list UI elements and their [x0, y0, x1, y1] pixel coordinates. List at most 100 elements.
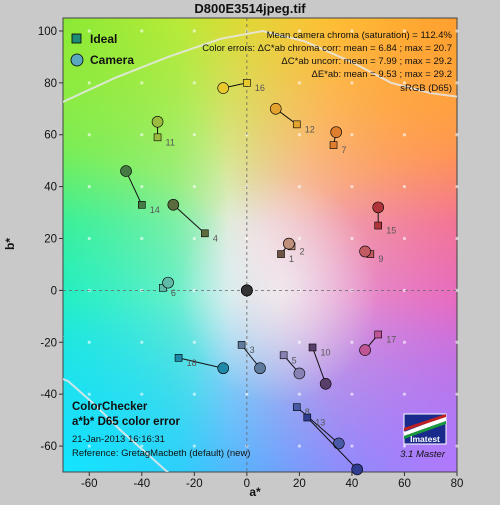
grid-dot: [140, 29, 144, 33]
ideal-marker-11: [153, 133, 162, 142]
plot-frame: [62, 17, 458, 473]
patch-label-17: 17: [386, 335, 396, 345]
grid-dot: [192, 340, 196, 344]
camera-marker-14: [120, 165, 132, 177]
grid-dot: [402, 185, 407, 189]
ideal-marker-7: [329, 141, 338, 149]
error-line-8: [296, 406, 340, 444]
stats-box: Mean camera chroma (saturation) = 112.4%…: [202, 30, 452, 94]
grid-dot: [350, 236, 354, 241]
ideal-marker-13: [303, 413, 312, 422]
grid-dot: [402, 236, 407, 241]
patch-label-2: 2: [300, 246, 305, 256]
info-box: ColorChecker a*b* D65 color error 21-Jan…: [72, 401, 250, 459]
grid-dot: [350, 392, 354, 396]
grid-dot: [402, 29, 407, 33]
grid-dot: [192, 29, 196, 33]
ideal-marker-10: [308, 343, 317, 352]
camera-marker-12: [269, 103, 282, 115]
grid-dot: [87, 81, 91, 85]
grid-dot: [245, 236, 249, 241]
grid-dot: [455, 81, 459, 85]
ideal-marker-1: [277, 250, 285, 258]
x-tick-label: 80: [451, 478, 464, 490]
y-tick-label: -40: [40, 389, 57, 401]
patch-label-5: 5: [292, 355, 297, 365]
gamut-boundary: [63, 29, 457, 472]
grid-dot: [87, 392, 91, 396]
error-line-10: [312, 347, 327, 384]
chart-title: D800E3514jpeg.tif: [194, 1, 306, 16]
camera-marker-2: [283, 237, 295, 250]
grid-dot: [350, 29, 354, 33]
grid-dot: [192, 133, 196, 137]
plot-background: [62, 17, 458, 473]
y-tick-label: 80: [44, 78, 57, 90]
axis-ticks: -60 -40 -20 0 20 40 60 80 -60 -40 -20 0 20 40 60 80 100: [38, 26, 464, 490]
patch-label-10: 10: [321, 347, 331, 357]
grid-dot: [140, 444, 144, 448]
stats-line-1: Mean camera chroma (saturation) = 112.4%: [267, 30, 453, 41]
legend-camera-label: Camera: [90, 53, 134, 67]
error-line-18: [178, 357, 224, 369]
info-subtitle: a*b* D65 color error: [72, 416, 181, 428]
patch-label-7: 7: [342, 145, 347, 155]
camera-marker-11: [151, 115, 164, 128]
y-tick-label: 20: [44, 234, 57, 246]
ideal-marker-12: [292, 120, 301, 129]
camera-marker-6: [162, 276, 174, 289]
grid-dot: [140, 133, 144, 137]
stats-line-2: Color errors: ΔC*ab chroma corr: mean = …: [202, 43, 452, 54]
patch-label-13: 13: [315, 418, 325, 428]
camera-marker-13: [351, 463, 363, 476]
patch-label-8: 8: [305, 407, 310, 417]
grid-dot: [455, 29, 459, 33]
patch-label-12: 12: [305, 124, 315, 134]
patch-label-16: 16: [255, 83, 265, 93]
grid-dot: [297, 81, 301, 85]
grid-dot: [297, 185, 301, 189]
y-axis-label: b*: [3, 238, 17, 250]
y-tick-label: 40: [44, 182, 57, 194]
info-title: ColorChecker: [72, 401, 148, 413]
grid-dot: [350, 185, 354, 189]
grid-dot: [297, 444, 301, 448]
grid-dot: [297, 392, 301, 396]
grid-dot: [192, 392, 196, 396]
gamut-boundary-line: [63, 335, 64, 338]
grid-dot: [402, 392, 407, 396]
grid: [63, 18, 459, 472]
grid-dot: [87, 236, 91, 241]
camera-marker-9: [359, 245, 371, 258]
legend: Ideal Camera: [70, 32, 134, 67]
grid-dot: [140, 81, 144, 85]
ideal-marker-16: [243, 79, 251, 87]
error-line-13: [306, 417, 358, 470]
ideal-marker-8: [292, 403, 301, 411]
grid-dot: [87, 133, 91, 137]
camera-marker-24: [241, 284, 253, 297]
patch-label-11: 11: [166, 137, 175, 147]
x-tick-label: 20: [293, 478, 306, 490]
patch-label-15: 15: [386, 226, 396, 236]
patch-label-3: 3: [250, 345, 255, 355]
grid-dot: [402, 340, 407, 344]
grid-dot: [87, 444, 91, 448]
grid-dot: [140, 340, 144, 344]
grid-dot: [192, 81, 196, 85]
ideal-marker-3: [237, 341, 246, 349]
ideal-marker-5: [279, 351, 288, 360]
stats-line-3: ΔC*ab uncorr: mean = 7.99 ; max = 29.2: [281, 56, 452, 67]
grid-dot: [455, 444, 459, 448]
y-tick-label: 0: [51, 285, 57, 297]
grid-dot: [402, 133, 407, 137]
grid-dot: [455, 340, 459, 344]
x-tick-label: -60: [81, 478, 98, 490]
patch-label-18: 18: [187, 358, 197, 368]
grid-dot: [87, 340, 91, 344]
x-tick-label: -40: [133, 478, 150, 490]
grid-dot: [192, 185, 196, 189]
logo-text: Imatest: [410, 434, 440, 444]
